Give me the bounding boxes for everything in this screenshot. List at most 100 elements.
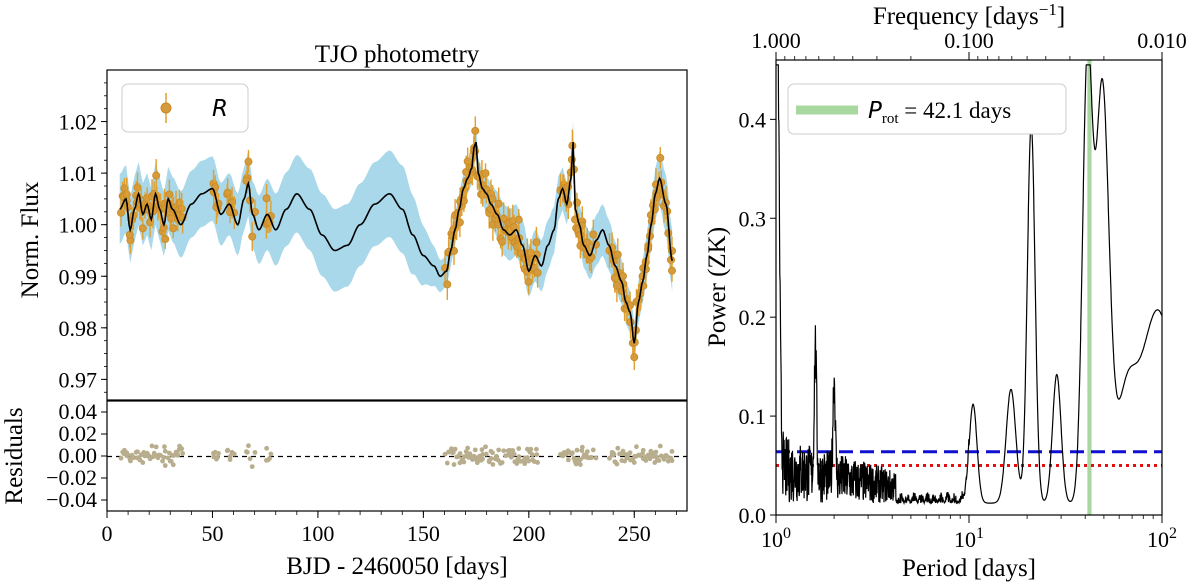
y-tick-label: 0.97 — [59, 367, 98, 392]
residual-point — [569, 450, 575, 456]
residual-point — [488, 455, 494, 461]
data-point — [564, 182, 573, 191]
data-point — [613, 250, 622, 259]
residual-point — [171, 453, 177, 458]
residual-point — [534, 452, 540, 458]
residual-point — [252, 450, 258, 455]
y-tick-label: 0.02 — [59, 421, 98, 446]
residual-point — [479, 447, 485, 453]
data-point — [481, 169, 490, 178]
residual-point — [131, 455, 136, 461]
residual-point — [140, 460, 146, 465]
period-x-ticks: 100 101 102 — [761, 515, 1177, 552]
data-point — [626, 318, 635, 327]
residual-point — [149, 443, 155, 449]
x-tick-label: 102 — [1147, 525, 1177, 552]
residual-point — [480, 452, 486, 457]
residual-point — [661, 456, 667, 462]
residual-point — [640, 447, 646, 453]
y-tick-label: 0.99 — [59, 264, 98, 289]
residual-point — [227, 457, 233, 463]
data-point — [117, 208, 126, 217]
residual-point — [516, 446, 522, 451]
residual-point — [170, 462, 176, 468]
y-tick-label: 0.0 — [739, 503, 767, 528]
residual-point — [457, 451, 463, 456]
residual-point — [584, 449, 590, 454]
data-point — [641, 265, 650, 274]
residual-point — [247, 456, 253, 462]
residual-point — [610, 450, 616, 456]
model-line — [119, 141, 673, 344]
power-y-ticks: 0.0 0.1 0.2 0.3 0.4 — [739, 107, 776, 528]
light-curve-frame — [106, 69, 688, 401]
top-tick-label: 0.100 — [944, 28, 994, 53]
periodogram-panel: 0.0 0.1 0.2 0.3 0.4 100 101 102 1.000 0.100 0.01… — [704, 0, 1187, 582]
residual-point — [657, 443, 663, 449]
residual-point — [125, 452, 131, 458]
residual-point — [231, 451, 237, 457]
residual-point — [631, 460, 637, 465]
residual-points — [118, 443, 675, 470]
residual-point — [669, 458, 675, 464]
residual-point — [579, 448, 585, 454]
residual-point — [533, 446, 539, 452]
residual-point — [574, 447, 580, 453]
residual-point — [565, 457, 571, 463]
residual-point — [135, 449, 140, 455]
y-tick-label: 0.3 — [739, 206, 767, 231]
data-point — [152, 171, 161, 180]
x-tick-label: 100 — [761, 525, 791, 552]
residual-point — [174, 451, 180, 457]
frequency-axis-label: Frequency [days−1] — [873, 0, 1065, 30]
residual-point — [249, 464, 255, 470]
periodogram-legend: Prot = 42.1 days — [787, 83, 1067, 135]
data-point — [248, 232, 257, 241]
residual-point — [216, 450, 221, 456]
residual-point — [643, 458, 649, 463]
residual-point — [225, 447, 231, 453]
residual-point — [180, 451, 186, 456]
y-tick-label: 0.00 — [59, 443, 98, 468]
period-axis-label: Period [days] — [902, 555, 1036, 582]
residual-point — [449, 446, 454, 452]
residual-point — [499, 460, 505, 465]
y-tick-label: 1.02 — [59, 110, 98, 135]
periodogram-curve — [776, 64, 1162, 506]
x-tick-label: 50 — [201, 521, 223, 546]
residual-point — [653, 449, 659, 455]
residual-point — [590, 447, 596, 453]
residual-point — [577, 462, 583, 467]
light-curve-legend: R — [121, 83, 249, 133]
residual-point — [535, 460, 540, 465]
residual-point — [607, 455, 612, 461]
data-point — [668, 266, 677, 275]
x-tick-label: 101 — [954, 525, 984, 552]
top-tick-label: 0.010 — [1137, 28, 1187, 53]
residual-point — [465, 445, 471, 451]
residual-point — [529, 452, 535, 458]
y-tick-label: 0.1 — [739, 404, 767, 429]
data-point — [169, 224, 178, 233]
residual-point — [162, 448, 168, 454]
legend-label-prot: Prot = 42.1 days — [868, 98, 1011, 127]
data-point — [656, 153, 665, 162]
residual-point — [514, 461, 520, 466]
residual-point — [472, 447, 478, 453]
residual-point — [645, 452, 651, 458]
residual-point — [522, 461, 528, 467]
data-point — [668, 246, 677, 255]
fap-lines — [776, 450, 1162, 468]
light-curve-panel: 0.970.980.991.001.011.02 TJO photometry … — [17, 41, 688, 401]
residual-point — [179, 446, 185, 452]
x-tick-label: 200 — [512, 521, 545, 546]
y-tick-label: 1.01 — [59, 161, 98, 186]
residuals-axis-label: Residuals — [1, 407, 28, 504]
data-point — [223, 188, 232, 197]
data-point — [161, 235, 170, 244]
data-point — [589, 230, 598, 239]
data-point — [244, 157, 253, 166]
data-point — [498, 237, 507, 246]
data-point — [471, 126, 480, 135]
x-tick-label: 0 — [102, 521, 113, 546]
